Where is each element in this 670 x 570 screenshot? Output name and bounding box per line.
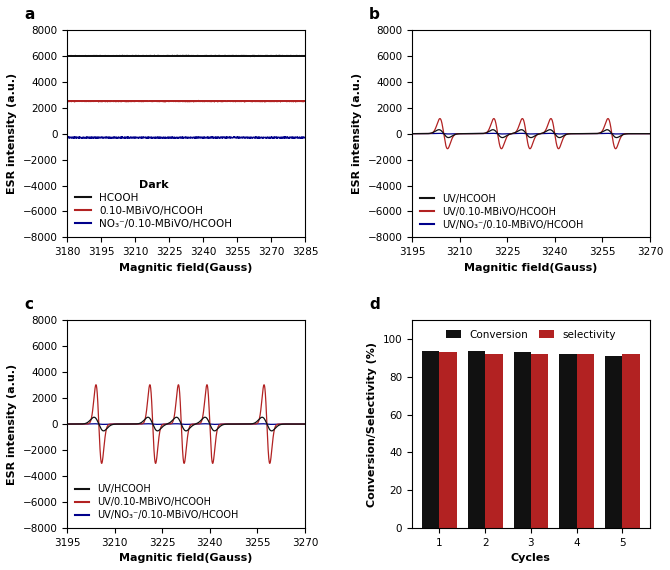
X-axis label: Cycles: Cycles	[511, 553, 551, 563]
X-axis label: Magnitic field(Gauss): Magnitic field(Gauss)	[464, 263, 598, 272]
Text: c: c	[24, 297, 34, 312]
Legend: Conversion, selectivity: Conversion, selectivity	[442, 325, 620, 344]
Bar	[577, 355, 594, 528]
Y-axis label: ESR intensity (a.u.): ESR intensity (a.u.)	[7, 364, 17, 484]
Text: b: b	[369, 7, 380, 22]
Legend: HCOOH, 0.10-MBiVO/HCOOH, NO₃⁻/0.10-MBiVO/HCOOH: HCOOH, 0.10-MBiVO/HCOOH, NO₃⁻/0.10-MBiVO…	[72, 177, 236, 232]
Bar	[422, 351, 440, 528]
Bar	[513, 352, 531, 528]
Bar	[559, 355, 577, 528]
Bar	[440, 352, 457, 528]
Bar	[485, 355, 502, 528]
Y-axis label: ESR intensity (a.u.): ESR intensity (a.u.)	[352, 73, 362, 194]
X-axis label: Magnitic field(Gauss): Magnitic field(Gauss)	[119, 263, 253, 272]
Bar	[468, 351, 485, 528]
Bar	[531, 355, 548, 528]
Bar	[622, 355, 640, 528]
Text: d: d	[369, 297, 380, 312]
Legend: UV/HCOOH, UV/0.10-MBiVO/HCOOH, UV/NO₃⁻/0.10-MBiVO/HCOOH: UV/HCOOH, UV/0.10-MBiVO/HCOOH, UV/NO₃⁻/0…	[417, 191, 586, 233]
X-axis label: Magnitic field(Gauss): Magnitic field(Gauss)	[119, 553, 253, 563]
Bar	[605, 356, 622, 528]
Y-axis label: ESR intensity (a.u.): ESR intensity (a.u.)	[7, 73, 17, 194]
Y-axis label: Conversion/Selectivity (%): Conversion/Selectivity (%)	[367, 341, 377, 507]
Legend: UV/HCOOH, UV/0.10-MBiVO/HCOOH, UV/NO₃⁻/0.10-MBiVO/HCOOH: UV/HCOOH, UV/0.10-MBiVO/HCOOH, UV/NO₃⁻/0…	[72, 481, 241, 523]
Text: a: a	[24, 7, 35, 22]
